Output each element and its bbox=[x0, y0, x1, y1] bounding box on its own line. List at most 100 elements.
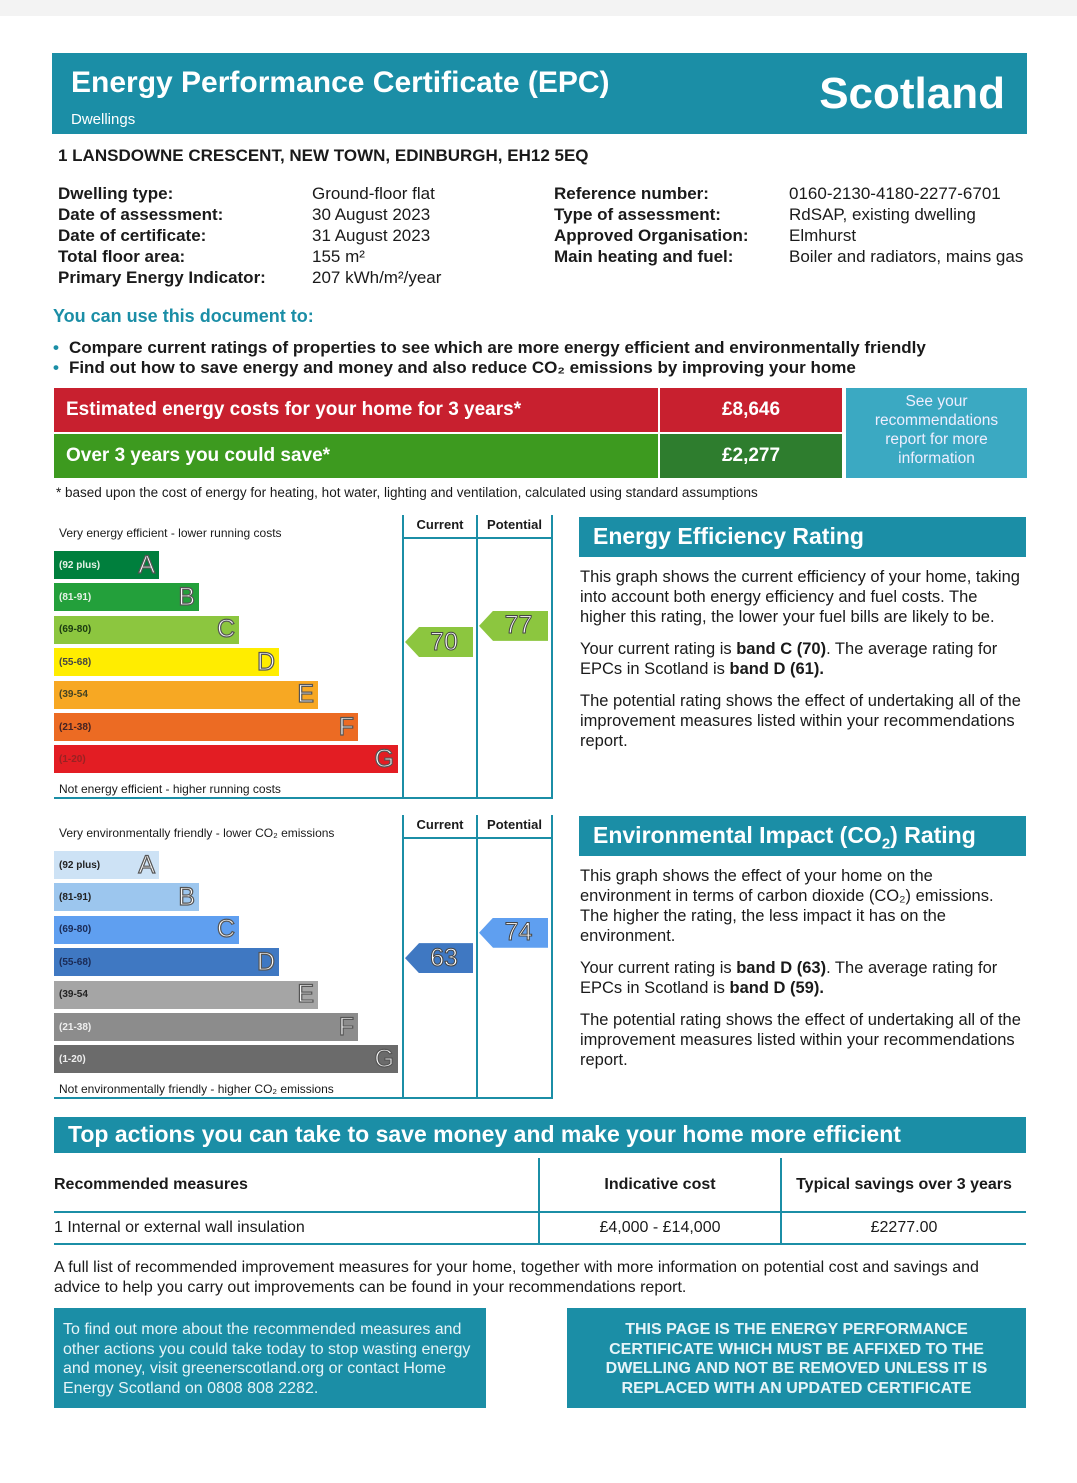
details-left: Dwelling type: Ground-floor flat Date of … bbox=[58, 183, 441, 288]
environmental-impact-heading: Environmental Impact (CO2) Rating bbox=[579, 816, 1026, 856]
band-letter: D bbox=[256, 947, 275, 976]
detail-value: 30 August 2023 bbox=[312, 205, 431, 224]
band-b: (81-91) B bbox=[54, 882, 199, 911]
band-letter: E bbox=[297, 679, 315, 709]
bullet-text: Compare current ratings of properties to… bbox=[68, 338, 926, 357]
top-strip bbox=[0, 0, 1077, 16]
detail-row: Primary Energy Indicator: 207 kWh/m²/year bbox=[58, 267, 441, 288]
detail-row: Reference number: 0160-2130-4180-2277-670… bbox=[554, 183, 1029, 204]
band-range: (39-54 bbox=[59, 689, 88, 701]
band-a: (92 plus) A bbox=[54, 550, 159, 579]
page-subtitle: Dwellings bbox=[71, 111, 136, 128]
bullet-icon: • bbox=[53, 358, 59, 377]
recommendations-note: A full list of recommended improvement m… bbox=[54, 1259, 979, 1296]
band-letter: B bbox=[178, 582, 196, 611]
detail-value: Ground-floor flat bbox=[312, 184, 435, 203]
detail-row: Total floor area: 155 m² bbox=[58, 246, 441, 267]
band-g: (1-20) G bbox=[54, 744, 398, 773]
eir-potential-note: The potential rating shows the effect of… bbox=[580, 1011, 1021, 1069]
band-d: (55-68) D bbox=[54, 947, 279, 976]
cost-footnote: * based upon the cost of energy for heat… bbox=[56, 485, 758, 500]
details-right: Reference number: 0160-2130-4180-2277-670… bbox=[554, 183, 1029, 267]
measure-cell: 1 Internal or external wall insulation bbox=[54, 1212, 540, 1244]
band-range: (69-80) bbox=[59, 924, 92, 936]
country-label: Scotland bbox=[819, 69, 1005, 118]
band-f: (21-38) F bbox=[54, 712, 358, 741]
right-column-line bbox=[551, 815, 553, 1098]
band-c: (69-80) C bbox=[54, 915, 239, 944]
energy_chart-bottom-label: Not energy efficient - higher running co… bbox=[59, 782, 281, 796]
use-bullet: • Find out how to save energy and money a… bbox=[53, 358, 856, 378]
eir-current-rating: Your current rating is band D (63). The … bbox=[580, 959, 998, 997]
estimated-cost-value: £8,646 bbox=[660, 388, 842, 432]
epc-header: Energy Performance Certificate (EPC) Dwe… bbox=[52, 53, 1027, 134]
column-header-line bbox=[402, 837, 553, 839]
band-range: (39-54 bbox=[59, 989, 88, 1001]
band-range: (21-38) bbox=[59, 1021, 92, 1033]
band-letter: G bbox=[374, 744, 395, 773]
bullet-text: Find out how to save energy and money an… bbox=[68, 358, 856, 377]
detail-label: Date of certificate: bbox=[58, 226, 207, 245]
band-letter: G bbox=[374, 1044, 395, 1073]
band-letter: B bbox=[178, 882, 196, 911]
environmental-impact-panel: Environmental Impact (CO2) Rating This g… bbox=[579, 816, 1026, 1082]
band-c: (69-80) C bbox=[54, 615, 239, 644]
energy-efficiency-chart: Very energy efficient - lower running co… bbox=[54, 515, 554, 800]
potential-column-line bbox=[476, 515, 478, 798]
band-range: (1-20) bbox=[59, 753, 86, 765]
current-column-line bbox=[402, 815, 404, 1098]
bullet-icon: • bbox=[53, 338, 59, 357]
band-range: (55-68) bbox=[59, 656, 92, 668]
band-letter: E bbox=[297, 979, 315, 1009]
see-recommendations-box: See your recommendations report for more… bbox=[846, 388, 1027, 478]
potential-column-header: Potential bbox=[487, 817, 542, 832]
estimated-cost-label: Estimated energy costs for your home for… bbox=[54, 388, 658, 432]
band-letter: F bbox=[338, 712, 355, 741]
detail-value: 0160-2130-4180-2277-6701 bbox=[789, 184, 1001, 203]
band-range: (21-38) bbox=[59, 721, 92, 733]
right-column-line bbox=[551, 515, 553, 798]
potential-rating-arrow: 74 bbox=[479, 917, 548, 948]
detail-label: Type of assessment: bbox=[554, 205, 721, 224]
detail-row: Approved Organisation: Elmhurst bbox=[554, 225, 1029, 246]
band-letter: C bbox=[216, 615, 235, 644]
current-rating-arrow: 63 bbox=[405, 943, 473, 974]
recommendations-table: Recommended measures Indicative cost Typ… bbox=[54, 1158, 1026, 1245]
detail-label: Date of assessment: bbox=[58, 205, 224, 224]
current-column-header: Current bbox=[416, 817, 464, 832]
table-header-row: Recommended measures Indicative cost Typ… bbox=[54, 1158, 1026, 1212]
column-header: Indicative cost bbox=[539, 1158, 782, 1212]
affix-notice-box: THIS PAGE IS THE ENERGY PERFORMANCE CERT… bbox=[567, 1308, 1026, 1408]
potential-column-line bbox=[476, 815, 478, 1098]
potential-rating-arrow: 77 bbox=[479, 610, 548, 641]
band-range: (1-20) bbox=[59, 1053, 86, 1065]
energy-efficiency-panel: Energy Efficiency Rating This graph show… bbox=[579, 517, 1026, 763]
page-title: Energy Performance Certificate (EPC) bbox=[71, 66, 610, 99]
eer-current-rating: Your current rating is band C (70). The … bbox=[580, 640, 998, 678]
band-a: (92 plus) A bbox=[54, 850, 159, 879]
current-rating-arrow: 70 bbox=[405, 627, 473, 657]
top-actions-heading: Top actions you can take to save money a… bbox=[54, 1117, 1026, 1153]
band-letter: F bbox=[338, 1012, 355, 1041]
table-row: 1 Internal or external wall insulation £… bbox=[54, 1212, 1026, 1244]
detail-value: 155 m² bbox=[312, 247, 365, 266]
band-d: (55-68) D bbox=[54, 647, 279, 676]
band-range: (92 plus) bbox=[59, 859, 101, 871]
eer-description: This graph shows the current efficiency … bbox=[580, 568, 1020, 626]
detail-row: Main heating and fuel: Boiler and radiato… bbox=[554, 246, 1029, 267]
detail-value: RdSAP, existing dwelling bbox=[789, 205, 976, 224]
env_chart-bottom-label: Not environmentally friendly - higher CO… bbox=[59, 1082, 334, 1096]
band-e: (39-54 E bbox=[54, 679, 318, 709]
detail-value: Boiler and radiators, mains gas bbox=[789, 247, 1024, 266]
band-range: (69-80) bbox=[59, 624, 92, 636]
detail-row: Dwelling type: Ground-floor flat bbox=[58, 183, 441, 204]
detail-value: 207 kWh/m²/year bbox=[312, 268, 442, 287]
current-column-header: Current bbox=[416, 517, 464, 532]
band-letter: C bbox=[216, 915, 235, 944]
detail-row: Type of assessment: RdSAP, existing dwell… bbox=[554, 204, 1029, 225]
detail-label: Dwelling type: bbox=[58, 184, 174, 203]
property-address: 1 LANSDOWNE CRESCENT, NEW TOWN, EDINBURG… bbox=[58, 146, 589, 165]
use-bullet: • Compare current ratings of properties t… bbox=[53, 338, 926, 358]
band-range: (92 plus) bbox=[59, 559, 101, 571]
detail-value: 31 August 2023 bbox=[312, 226, 431, 245]
